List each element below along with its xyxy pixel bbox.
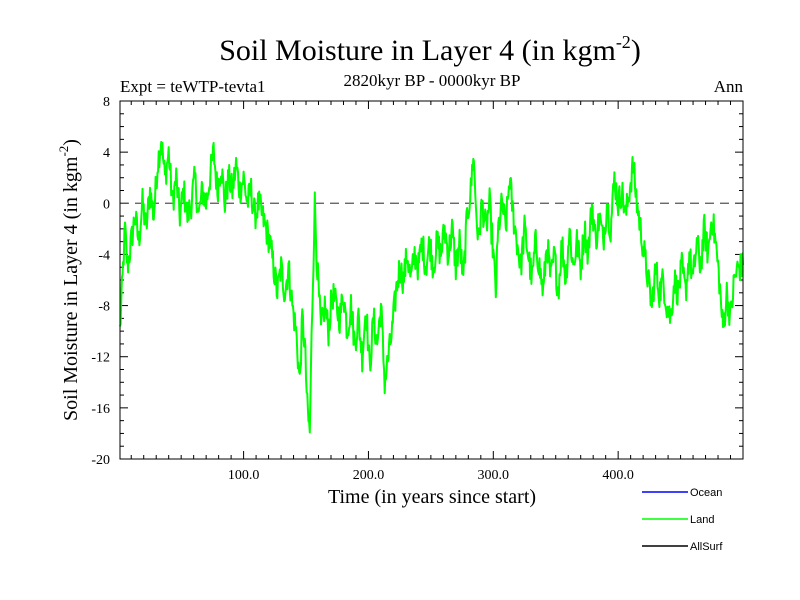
- y-tick-label: -16: [91, 402, 110, 417]
- chart-title: Soil Moisture in Layer 4 (in kgm-2): [219, 32, 641, 67]
- chart-title-sup: -2: [616, 32, 631, 52]
- y-tick-label: -8: [98, 300, 110, 315]
- legend-label-ocean: Ocean: [690, 487, 722, 499]
- subtitle-right: Ann: [714, 77, 744, 96]
- legend: Ocean Land AllSurf: [642, 487, 723, 553]
- legend-label-land: Land: [690, 514, 714, 526]
- x-axis-label: Time (in years since start): [328, 486, 536, 508]
- y-tick-label: 8: [103, 95, 110, 110]
- x-tick-label: 200.0: [353, 468, 385, 483]
- y-axis-label-main: Soil Moisture in Layer 4 (in kgm: [60, 156, 82, 421]
- y-tick-label: -20: [91, 453, 110, 468]
- axis-ticks: [120, 100, 743, 460]
- y-axis-label-close: ): [60, 139, 82, 146]
- y-axis-label: Soil Moisture in Layer 4 (in kgm-2): [56, 139, 82, 421]
- plot-frame: [119, 100, 744, 460]
- y-tick-label: -12: [91, 351, 110, 366]
- subtitle-left: Expt = teWTP-tevta1: [120, 77, 266, 96]
- series-line-land: [119, 140, 744, 434]
- legend-label-allsurf: AllSurf: [690, 541, 723, 553]
- y-tick-label: -4: [98, 248, 110, 263]
- subtitle-center: 2820kyr BP - 0000kyr BP: [344, 71, 521, 90]
- chart-title-main: Soil Moisture in Layer 4 (in kgm: [219, 34, 616, 67]
- x-tick-label: 400.0: [602, 468, 634, 483]
- y-axis-label-sup: -2: [56, 146, 71, 157]
- x-tick-label: 100.0: [228, 468, 260, 483]
- chart-title-close: ): [631, 34, 641, 67]
- y-tick-label: 0: [103, 197, 110, 212]
- y-tick-label: 4: [103, 146, 110, 161]
- axis-tick-labels: 8 4 0 -4 -8 -12 -16 -20 100.0 200.0 300.0 400.0: [91, 95, 634, 483]
- x-tick-label: 300.0: [478, 468, 510, 483]
